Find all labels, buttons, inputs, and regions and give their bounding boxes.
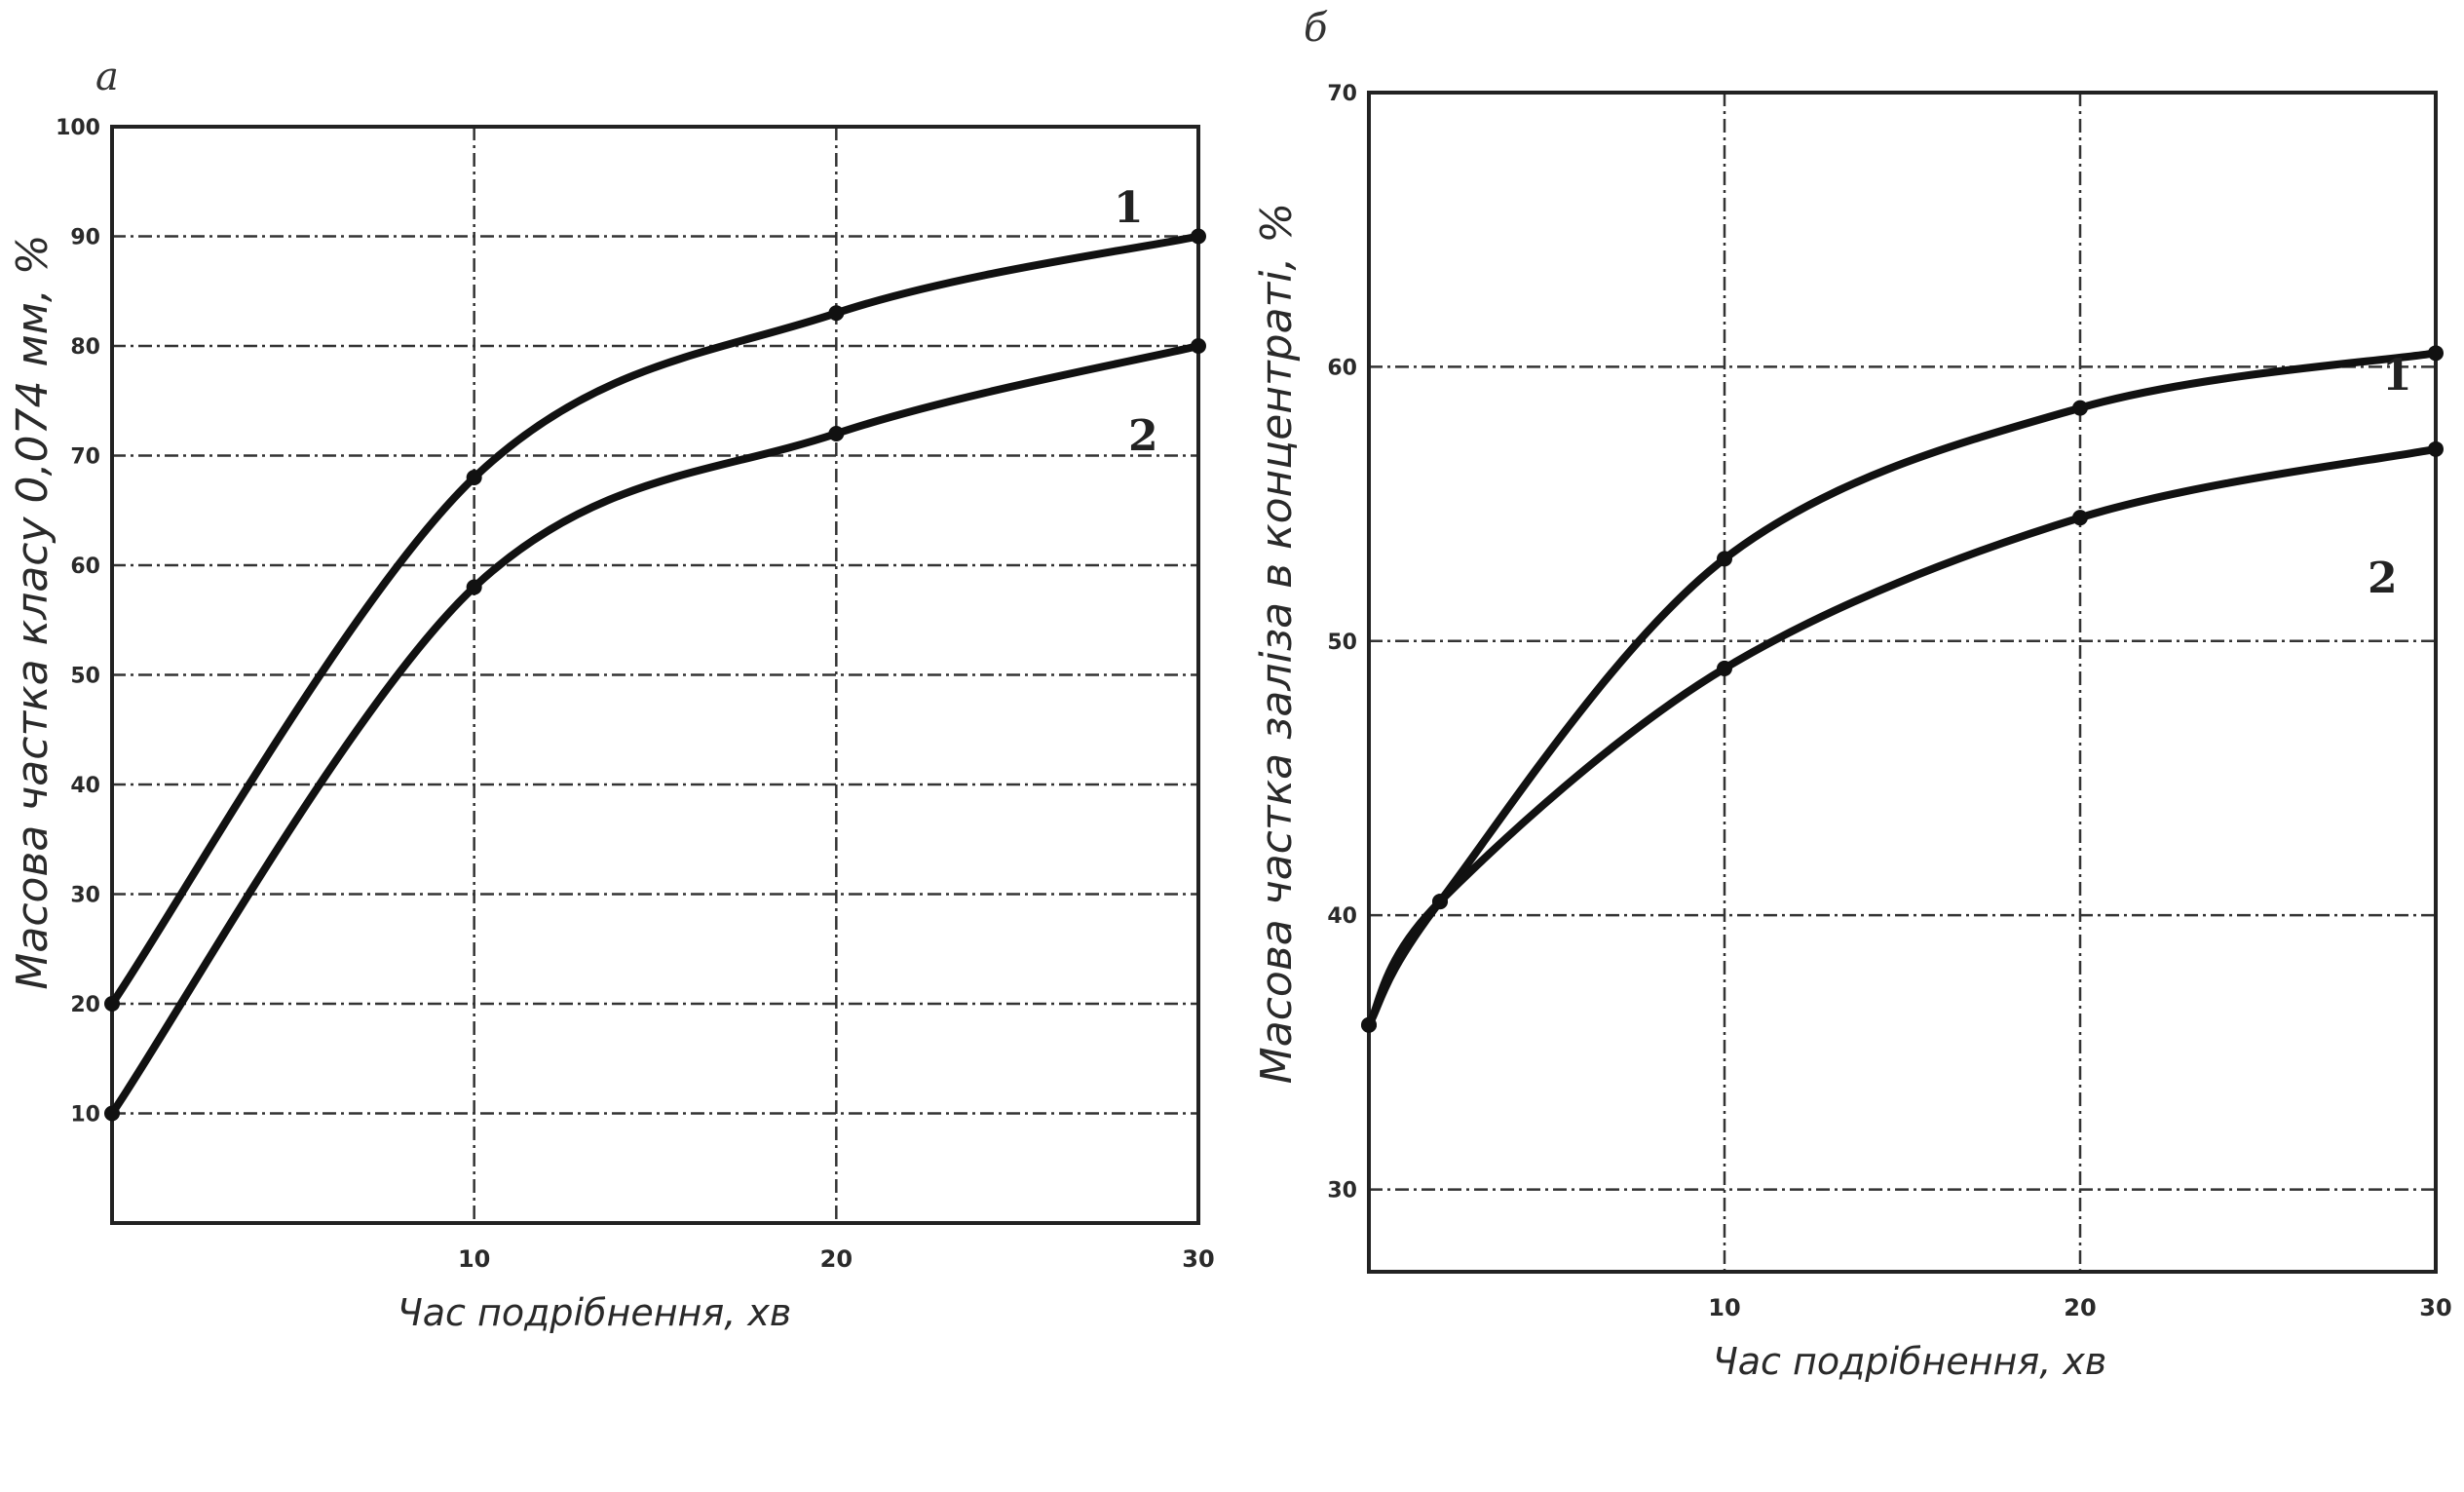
panel-a-y-tick-label: 80 bbox=[70, 335, 100, 360]
panel-b-series-1-line bbox=[1365, 349, 2440, 1029]
panel-a-series-1-point bbox=[828, 305, 845, 322]
panel-a-y-tick-label: 90 bbox=[70, 226, 100, 250]
panel-a-series-1-label: 1 bbox=[1114, 183, 1144, 233]
panel-a-series-1-point bbox=[1191, 228, 1206, 245]
panel-a-y-tick-label: 10 bbox=[70, 1103, 100, 1128]
panel-a-x-tick-label: 10 bbox=[458, 1245, 490, 1273]
panel-a-series-2-point bbox=[466, 579, 482, 595]
panel-a-y-tick-label: 70 bbox=[70, 445, 100, 470]
panel-a-y-tick-label: 50 bbox=[70, 665, 100, 689]
panel-b-label: б bbox=[1304, 6, 1328, 51]
panel-b-x-tick-label: 10 bbox=[1708, 1294, 1740, 1321]
panel-a-y-axis-label: Масова частка класу 0,074 мм, % bbox=[8, 234, 57, 989]
panel-a-y-tick-label: 40 bbox=[70, 774, 100, 798]
chart-panel-b: б Масова частка заліза в концентраті, % … bbox=[1252, 6, 2452, 1383]
panel-a-series-2-point bbox=[1191, 338, 1206, 354]
panel-a-series-1-line bbox=[108, 232, 1202, 1008]
panel-a-y-tick-label: 60 bbox=[70, 555, 100, 579]
panel-a-series-2-point bbox=[828, 426, 845, 441]
panel-b-series-2-label: 2 bbox=[2368, 554, 2398, 603]
panel-b-series-1-point bbox=[1717, 551, 1732, 567]
panel-b-y-tick-label: 30 bbox=[1327, 1179, 1357, 1204]
panel-a-series-2-line bbox=[108, 342, 1202, 1118]
panel-b-y-tick-label: 50 bbox=[1327, 631, 1357, 655]
chart-panel-a: а Масова частка класу 0,074 мм, % Час по… bbox=[8, 55, 1215, 1334]
panel-a-x-axis-label: Час подрібнення, хв bbox=[398, 1291, 792, 1334]
panel-a-x-tick-label: 30 bbox=[1182, 1245, 1214, 1273]
panel-a-plot-frame bbox=[110, 125, 1200, 1225]
panel-a-series-2-point bbox=[104, 1105, 120, 1122]
panel-b-series-2-point bbox=[1361, 1016, 1377, 1033]
panel-a-y-tick-label: 20 bbox=[70, 993, 100, 1017]
panel-b-series-2-point bbox=[1717, 660, 1732, 676]
panel-a-x-tick-label: 20 bbox=[820, 1245, 853, 1273]
panel-a-y-tick-label: 30 bbox=[70, 884, 100, 908]
panel-b-y-tick-label: 60 bbox=[1327, 356, 1357, 380]
panel-b-series-2-point bbox=[2428, 440, 2444, 457]
panel-b-y-tick-label: 40 bbox=[1327, 904, 1357, 929]
panel-b-series-2-line bbox=[1365, 444, 2440, 1029]
panel-a-label: а bbox=[95, 55, 119, 99]
panel-a-series-1-point bbox=[466, 470, 482, 485]
panel-a-series-2-label: 2 bbox=[1128, 411, 1158, 461]
panel-b-series-1-point bbox=[2072, 400, 2088, 416]
panel-a-y-tick-label: 100 bbox=[56, 116, 100, 140]
panel-b-y-axis-label: Масова частка заліза в концентраті, % bbox=[1252, 203, 1302, 1084]
panel-b-x-tick-label: 30 bbox=[2419, 1294, 2451, 1321]
panel-a-series-1-point bbox=[104, 996, 120, 1012]
panel-b-y-tick-label: 70 bbox=[1327, 82, 1357, 106]
panel-b-series-1-label: 1 bbox=[2382, 351, 2412, 401]
panel-b-series-2-point bbox=[2072, 510, 2088, 526]
panel-b-x-tick-label: 20 bbox=[2064, 1294, 2096, 1321]
panel-b-series-2-point bbox=[1432, 894, 1448, 910]
panel-b-x-axis-label: Час подрібнення, хв bbox=[1713, 1340, 2107, 1383]
panel-b-series-1-point bbox=[2428, 345, 2444, 362]
panel-b-plot-frame bbox=[1367, 91, 2438, 1274]
